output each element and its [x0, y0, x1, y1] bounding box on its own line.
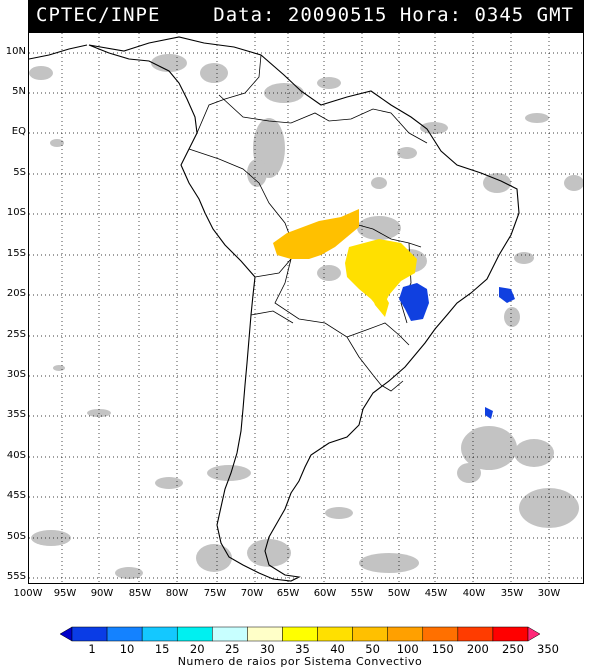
lon-label-90w: 90W — [90, 588, 114, 599]
legend-tick-35: 35 — [295, 642, 310, 656]
lat-label-10n: 10N — [5, 46, 26, 57]
lat-label-40s: 40S — [6, 450, 26, 461]
continent-outline — [29, 36, 520, 582]
legend-caption: Numero de raios por Sistema Convectivo — [177, 655, 423, 668]
storm-cluster-blue-ocean — [499, 287, 515, 303]
legend-tick-labels: 1 10 15 20 25 30 35 40 50 100 150 200 250 350 — [60, 642, 559, 656]
legend-swatch-8 — [317, 626, 353, 642]
lon-label-35w: 35W — [500, 588, 524, 599]
legend-tick-30: 30 — [260, 642, 275, 656]
header-bar: CPTEC/INPE Data: 20090515 Hora: 0345 GMT — [28, 0, 584, 32]
legend-swatch-2 — [106, 626, 143, 642]
lat-label-15s: 15S — [6, 248, 26, 259]
storm-cluster-orange — [273, 209, 359, 259]
storm-cluster-blue-small — [485, 407, 493, 419]
legend-colorbar — [59, 626, 541, 642]
legend-tick-10: 10 — [119, 642, 135, 656]
legend-tick-15: 15 — [154, 642, 170, 656]
lat-label-50s: 50S — [6, 531, 26, 542]
lon-label-60w: 60W — [313, 588, 337, 599]
legend-tick-100: 100 — [396, 642, 419, 656]
legend-swatch-12 — [457, 626, 494, 642]
lon-label-40w: 40W — [462, 588, 486, 599]
legend-swatch-14 — [527, 626, 541, 642]
cloud-cover — [29, 54, 583, 579]
legend-swatch-0 — [59, 626, 73, 642]
lat-label-20s: 20S — [6, 288, 26, 299]
legend-tick-150: 150 — [431, 642, 454, 656]
storm-cluster-blue — [399, 283, 429, 321]
color-legend: 1 10 15 20 25 30 35 40 50 100 150 200 250 350 Numero … — [59, 626, 559, 670]
legend-tick-250: 250 — [501, 642, 524, 656]
lat-label-25s: 25S — [6, 329, 26, 340]
legend-swatch-4 — [176, 626, 213, 642]
lon-label-85w: 85W — [128, 588, 152, 599]
legend-tick-50: 50 — [365, 642, 380, 656]
legend-swatch-13 — [492, 626, 529, 642]
legend-swatch-9 — [352, 626, 388, 642]
source-label: CPTEC/INPE — [36, 4, 161, 26]
lat-label-45s: 45S — [6, 490, 26, 501]
lat-label-5n: 5N — [12, 86, 26, 97]
lon-label-50w: 50W — [387, 588, 411, 599]
lon-label-100w: 100W — [13, 588, 43, 599]
lon-label-30w: 30W — [537, 588, 561, 599]
lon-label-65w: 65W — [276, 588, 300, 599]
lon-label-95w: 95W — [53, 588, 77, 599]
legend-tick-1: 1 — [88, 642, 96, 656]
graticule — [29, 33, 583, 583]
legend-swatch-1 — [71, 626, 108, 642]
lon-label-55w: 55W — [350, 588, 374, 599]
legend-tick-20: 20 — [189, 642, 205, 656]
legend-swatch-3 — [141, 626, 178, 642]
legend-tick-200: 200 — [466, 642, 489, 656]
date-time-label: Data: 20090515 Hora: 0345 GMT — [213, 4, 574, 26]
storm-cluster-yellow — [345, 239, 417, 311]
lon-label-75w: 75W — [203, 588, 227, 599]
legend-swatch-7 — [282, 626, 318, 642]
lat-label-35s: 35S — [6, 409, 26, 420]
legend-tick-40: 40 — [330, 642, 345, 656]
legend-swatch-11 — [422, 626, 459, 642]
lat-label-10s: 10S — [6, 207, 26, 218]
legend-swatch-10 — [387, 626, 424, 642]
lat-label-30s: 30S — [6, 369, 26, 380]
lat-label-5s: 5S — [13, 167, 26, 178]
legend-tick-25: 25 — [224, 642, 240, 656]
legend-swatch-6 — [247, 626, 283, 642]
lon-label-80w: 80W — [165, 588, 189, 599]
lat-label-55s: 55S — [6, 571, 26, 582]
lat-label-eq: EQ — [11, 126, 26, 137]
map-frame — [28, 32, 584, 584]
satellite-map — [29, 33, 583, 583]
storm-cluster-yellow-tail — [365, 279, 389, 317]
storm-systems — [273, 209, 515, 419]
legend-tick-350: 350 — [537, 642, 559, 656]
lon-label-45w: 45W — [424, 588, 448, 599]
lon-label-70w: 70W — [240, 588, 264, 599]
legend-swatch-5 — [212, 626, 248, 642]
